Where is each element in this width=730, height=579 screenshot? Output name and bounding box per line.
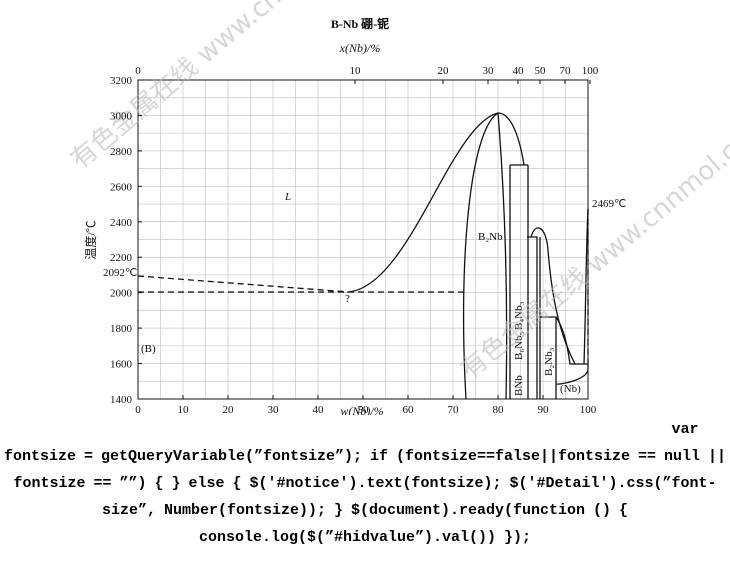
x-tick-label: 40 [313, 404, 325, 415]
region-label: (Nb) [560, 383, 581, 395]
x-tick-label: 100 [580, 404, 597, 415]
top-tick-label: 30 [483, 65, 495, 77]
region-label: B₂Nb [478, 231, 503, 243]
x-tick-label: 60 [403, 404, 415, 415]
top-tick-label: 40 [513, 65, 525, 77]
y-tick-label: 3000 [110, 110, 133, 122]
x-tick-label: 70 [448, 404, 460, 415]
top-tick-label: 70 [560, 65, 572, 77]
top-tick-label: 10 [350, 65, 362, 77]
top-axis-label: x(Nb)/% [339, 41, 381, 55]
phase-line [509, 164, 529, 399]
region-label: L [284, 191, 291, 203]
phase-diagram: B-Nb 硼-铌 x(Nb)/% w(Nb)/% 温度/℃ L B₂Nb ? 2… [65, 0, 730, 428]
top-tick-label: 0 [135, 65, 141, 77]
region-label: (B) [141, 343, 156, 355]
region-label: BNb [513, 375, 525, 396]
x-tick-label: 0 [135, 404, 141, 415]
y-tick-label: 1600 [110, 359, 133, 371]
annotation: 2092℃ [103, 267, 137, 279]
boundary [462, 112, 499, 400]
liquidus [348, 112, 525, 293]
code: var fontsize = getQueryVariable(”fontsiz… [3, 421, 727, 546]
y-axis-label: 温度/℃ [83, 220, 98, 259]
y-tick-label: 1400 [110, 394, 133, 406]
x-tick-label: 30 [268, 404, 280, 415]
x-tick-label: 20 [223, 404, 235, 415]
region-label: B₂Nb₃ [543, 347, 555, 376]
y-tick-label: 3200 [110, 75, 133, 87]
y-tick-label: 1800 [110, 323, 133, 335]
top-tick-label: 20 [438, 65, 450, 77]
annotation: ? [345, 293, 350, 305]
x-axis-label: w(Nb)/% [340, 404, 383, 415]
y-tick-label: 2800 [110, 146, 133, 158]
phase-line [539, 237, 589, 399]
x-tick-label: 80 [493, 404, 505, 415]
y-tick-label: 2600 [110, 181, 133, 193]
grid [137, 79, 589, 400]
boundary [137, 275, 350, 293]
region-label: B₄Nb₃ [513, 301, 525, 330]
x-tick-label: 50 [358, 404, 370, 415]
annotation: 2469℃ [592, 198, 626, 210]
top-tick-label: 50 [535, 65, 547, 77]
title: B-Nb 硼-铌 [331, 16, 389, 31]
phase-line [527, 227, 576, 399]
y-tick-label: 2000 [110, 288, 133, 300]
x-tick-label: 90 [538, 404, 550, 415]
region-label: B₆Nb₅ [513, 331, 525, 360]
code-text: var fontsize = getQueryVariable(”fontsiz… [0, 416, 730, 551]
x-tick-label: 10 [178, 404, 190, 415]
y-tick-label: 2200 [110, 252, 133, 264]
top-tick-label: 100 [582, 65, 599, 77]
boundary [497, 112, 508, 400]
liquidus [583, 208, 589, 365]
y-tick-label: 2400 [110, 217, 133, 229]
